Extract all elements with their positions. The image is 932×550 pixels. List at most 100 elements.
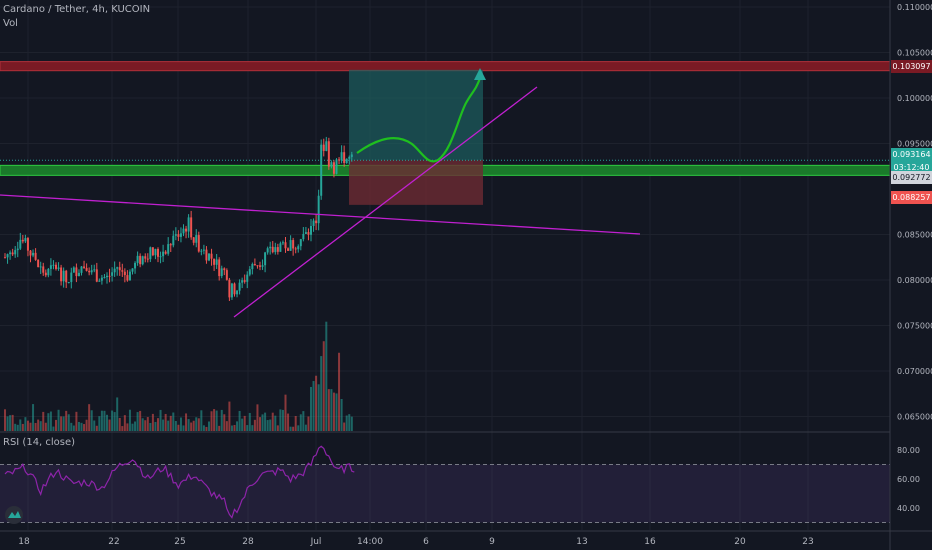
volume-bar: [126, 423, 129, 431]
candle-body: [52, 264, 55, 266]
candle-body: [297, 246, 300, 250]
candle-body: [200, 250, 203, 252]
x-tick-label: 6: [423, 537, 429, 547]
candle-body: [49, 265, 52, 269]
volume-bar: [264, 412, 267, 431]
volume-bar: [88, 404, 91, 431]
candle-body: [238, 282, 241, 291]
volume-bar: [238, 410, 241, 431]
candle-body: [134, 262, 137, 269]
volume-bar: [14, 423, 17, 431]
volume-bar: [294, 416, 297, 431]
y-tick-label: 0.075000: [897, 322, 932, 331]
volume-bar: [281, 409, 284, 431]
volume-bar: [228, 401, 231, 431]
candle-body: [72, 267, 75, 273]
volume-bar: [236, 421, 239, 431]
candle-body: [289, 240, 292, 251]
volume-bar: [233, 424, 236, 431]
volume-bar: [85, 419, 88, 431]
candle-body: [44, 272, 47, 276]
volume-bar: [100, 410, 103, 431]
candle-body: [253, 263, 256, 266]
candle-body: [39, 266, 42, 268]
candle-body: [159, 256, 162, 258]
volume-bar: [39, 421, 42, 431]
candle-body: [174, 234, 177, 236]
y-tick-label: 0.100000: [897, 94, 932, 103]
candle-body: [274, 247, 277, 253]
candle-body: [111, 272, 114, 276]
volume-bar: [60, 416, 63, 431]
volume-bar: [348, 414, 351, 431]
volume-bar: [141, 418, 144, 431]
volume-bar: [169, 415, 172, 431]
candle-body: [350, 154, 353, 157]
volume-bar: [98, 416, 101, 431]
volume-label: Vol: [3, 18, 18, 29]
candle-body: [93, 269, 96, 271]
candle-body: [259, 265, 261, 267]
candle-body: [243, 280, 246, 282]
candle-body: [332, 162, 335, 174]
volume-bar: [187, 419, 190, 431]
rsi-label: RSI (14, close): [3, 437, 76, 448]
candle-body: [4, 257, 6, 259]
y-tick-label: 0.110000: [897, 3, 932, 12]
volume-bar: [6, 416, 9, 431]
volume-bar: [80, 422, 83, 431]
volume-bar: [151, 413, 154, 431]
candle-body: [276, 247, 279, 252]
candle-body: [34, 252, 37, 260]
candle-body: [225, 270, 228, 280]
volume-bar: [118, 417, 121, 431]
volume-bar: [202, 425, 205, 431]
volume-bar: [287, 413, 290, 431]
candle-body: [202, 249, 205, 251]
rsi-tick-label: 60.00: [897, 475, 920, 484]
candle-body: [310, 226, 312, 235]
candle-body: [62, 270, 65, 282]
volume-bar: [72, 425, 75, 431]
volume-bar: [49, 411, 52, 431]
x-tick-label: 18: [18, 537, 30, 547]
candle-body: [284, 242, 287, 249]
y-tick-label: 0.065000: [897, 413, 932, 422]
volume-bar: [223, 414, 226, 431]
candle-body: [42, 266, 45, 273]
candle-body: [256, 265, 259, 267]
candle-body: [228, 279, 231, 298]
candle-body: [281, 242, 284, 244]
volume-bar: [16, 424, 19, 431]
volume-bar: [312, 381, 315, 431]
candle-body: [116, 267, 119, 269]
x-tick-label: 9: [489, 537, 495, 547]
volume-bar: [159, 409, 162, 431]
rsi-band: [0, 464, 890, 523]
volume-bar: [121, 426, 124, 431]
volume-bar: [302, 411, 305, 431]
volume-bar: [9, 415, 12, 431]
candle-body: [144, 256, 147, 259]
volume-bar: [251, 425, 254, 431]
volume-bar: [200, 410, 203, 431]
candle-body: [190, 217, 193, 238]
candle-body: [19, 239, 22, 249]
volume-bar: [325, 321, 328, 431]
volume-bar: [70, 422, 73, 431]
volume-bar: [220, 409, 223, 431]
volume-bar: [26, 420, 29, 431]
candle-body: [299, 239, 302, 247]
candle-body: [26, 238, 29, 251]
volume-bar: [259, 417, 261, 431]
candle-body: [223, 268, 226, 271]
candle-body: [287, 248, 290, 251]
volume-bar: [106, 414, 108, 431]
volume-bar: [317, 384, 320, 431]
volume-bar: [128, 409, 131, 431]
volume-bar: [139, 410, 142, 431]
volume-bar: [149, 422, 152, 431]
volume-bar: [55, 419, 57, 431]
candle-body: [126, 275, 129, 281]
